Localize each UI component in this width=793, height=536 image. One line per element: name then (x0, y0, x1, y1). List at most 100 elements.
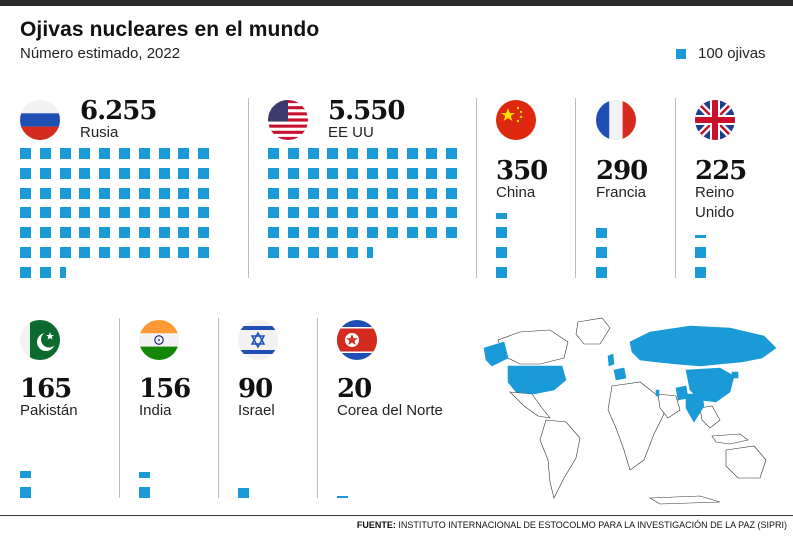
unit-square (367, 148, 378, 159)
unit-square (446, 227, 458, 239)
unit-square (446, 167, 458, 179)
unit-square (99, 187, 111, 199)
value-label-israel: 90 (238, 374, 273, 404)
unit-square (158, 227, 170, 239)
unit-square (307, 167, 319, 179)
unit-square (327, 247, 339, 258)
unit-square (446, 207, 458, 219)
usa-flag-icon (268, 100, 308, 140)
chart-title: Ojivas nucleares en el mundo (20, 18, 320, 41)
unit-square (446, 187, 458, 199)
value-label-ee-uu: 5.550 (328, 96, 405, 126)
footer-rule (0, 515, 793, 516)
unit-square (347, 247, 359, 258)
country-label-reino-unido: Reino Unido (695, 184, 735, 221)
unit-square (20, 148, 31, 159)
legend-swatch (676, 48, 686, 59)
legend-label: 100 ojivas (698, 45, 766, 62)
unit-square (20, 187, 31, 199)
unit-square (99, 167, 111, 179)
value-label-india: 156 (139, 374, 191, 404)
divider (119, 318, 120, 498)
pakistan-flag-icon (20, 320, 60, 360)
unit-square (59, 266, 66, 278)
unit-square (367, 227, 378, 239)
unit-square (268, 247, 279, 258)
country-label-francia: Francia (596, 184, 647, 201)
unit-square (268, 207, 279, 219)
unit-square (119, 227, 130, 239)
north-korea-flag-icon (337, 320, 377, 360)
unit-square (347, 187, 359, 199)
country-label-israel: Israel (238, 402, 275, 419)
unit-square (39, 227, 51, 239)
country-label-pakistan: Pakistán (20, 402, 78, 419)
legend: 100 ojivas (676, 45, 766, 62)
unit-square (158, 247, 170, 258)
unit-square (406, 167, 418, 179)
unit-square (59, 187, 71, 199)
unit-square (79, 227, 91, 239)
unit-square (198, 227, 210, 239)
unit-square (268, 187, 279, 199)
unit-square (138, 207, 150, 219)
unit-square (426, 207, 438, 219)
unit-square (198, 148, 210, 159)
unit-square (20, 227, 31, 239)
unit-square (138, 227, 150, 239)
unit-square (178, 247, 190, 258)
unit-square (287, 148, 299, 159)
source-text: INSTITUTO INTERNACIONAL DE ESTOCOLMO PAR… (395, 520, 787, 530)
unit-square (178, 167, 190, 179)
russia-flag-icon (20, 100, 60, 140)
unit-square (20, 471, 31, 479)
unit-square (99, 148, 111, 159)
unit-square (367, 247, 373, 258)
unit-square (139, 487, 150, 498)
unit-square (386, 227, 398, 239)
unit-square (99, 227, 111, 239)
unit-square (79, 187, 91, 199)
unit-square (406, 207, 418, 219)
unit-square (695, 247, 706, 259)
unit-square (59, 247, 71, 258)
unit-square (158, 148, 170, 159)
unit-square (406, 148, 418, 159)
unit-square (20, 487, 31, 498)
unit-square (327, 207, 339, 219)
unit-square (496, 267, 507, 278)
unit-square (287, 207, 299, 219)
unit-square (596, 247, 607, 259)
unit-square (327, 227, 339, 239)
unit-square (327, 148, 339, 159)
unit-square (386, 187, 398, 199)
unit-square (39, 247, 51, 258)
unit-square (287, 247, 299, 258)
unit-square (59, 207, 71, 219)
unit-square (178, 148, 190, 159)
unit-square (119, 167, 130, 179)
unit-square (119, 148, 130, 159)
unit-square (596, 228, 607, 239)
unit-square (39, 148, 51, 159)
unit-square (119, 187, 130, 199)
value-label-china: 350 (496, 156, 548, 186)
uk-flag-icon (695, 100, 735, 140)
unit-square (119, 247, 130, 258)
unit-square (386, 148, 398, 159)
unit-square (695, 235, 706, 239)
value-label-reino-unido: 225 (695, 156, 747, 186)
unit-square (347, 167, 359, 179)
unit-square (347, 227, 359, 239)
divider (575, 98, 576, 278)
unit-square (426, 227, 438, 239)
unit-square (39, 167, 51, 179)
unit-square (327, 167, 339, 179)
unit-square (39, 187, 51, 199)
unit-square (178, 207, 190, 219)
unit-square (20, 266, 31, 278)
country-label-rusia: Rusia (80, 124, 119, 141)
unit-square (386, 167, 398, 179)
unit-square (59, 148, 71, 159)
unit-square (20, 247, 31, 258)
